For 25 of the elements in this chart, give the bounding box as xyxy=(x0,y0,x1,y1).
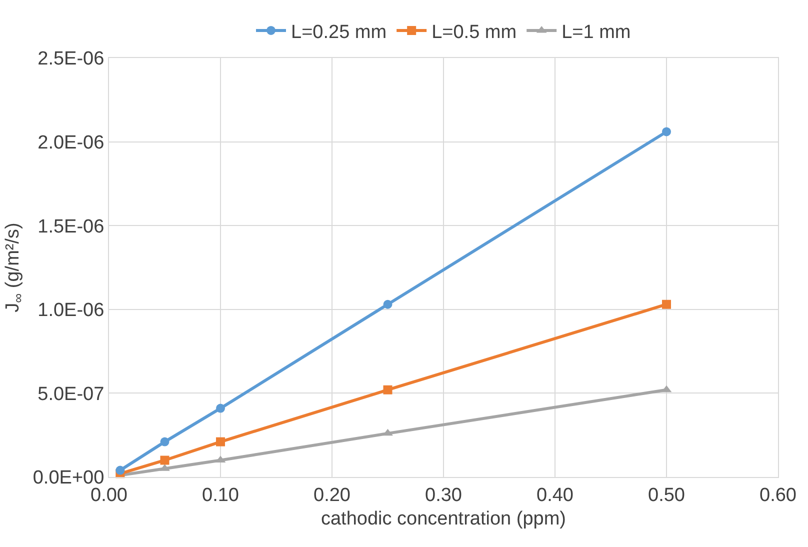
x-tick-label: 0.10 xyxy=(202,484,239,506)
point xyxy=(383,300,392,309)
point xyxy=(382,428,393,436)
legend-label: L=0.25 mm xyxy=(291,22,387,43)
point xyxy=(160,437,170,446)
point xyxy=(216,437,225,446)
y-tick-label: 2.5E-06 xyxy=(38,48,104,70)
point xyxy=(116,466,125,475)
point xyxy=(160,456,170,465)
y-tick-label: 2.0E-06 xyxy=(38,132,104,154)
legend-label: L=1 mm xyxy=(562,22,631,43)
y-tick-label: 5.0E-07 xyxy=(38,384,104,405)
x-tick-label: 0.50 xyxy=(648,484,685,506)
point xyxy=(216,404,225,413)
y-tick-label: 1.0E-06 xyxy=(38,300,104,322)
y-tick-label: 1.5E-06 xyxy=(38,216,104,238)
x-axis-title: cathodic concentration (ppm) xyxy=(320,508,566,530)
x-tick-label: 0.40 xyxy=(536,484,574,506)
legend-label: L=0.5 mm xyxy=(432,22,517,43)
x-tick-label: 0.20 xyxy=(314,484,350,506)
x-tick-label: 0.30 xyxy=(425,484,462,506)
point xyxy=(662,300,671,309)
point xyxy=(383,385,392,394)
point xyxy=(662,127,671,136)
x-tick-label: 0.60 xyxy=(760,484,796,506)
